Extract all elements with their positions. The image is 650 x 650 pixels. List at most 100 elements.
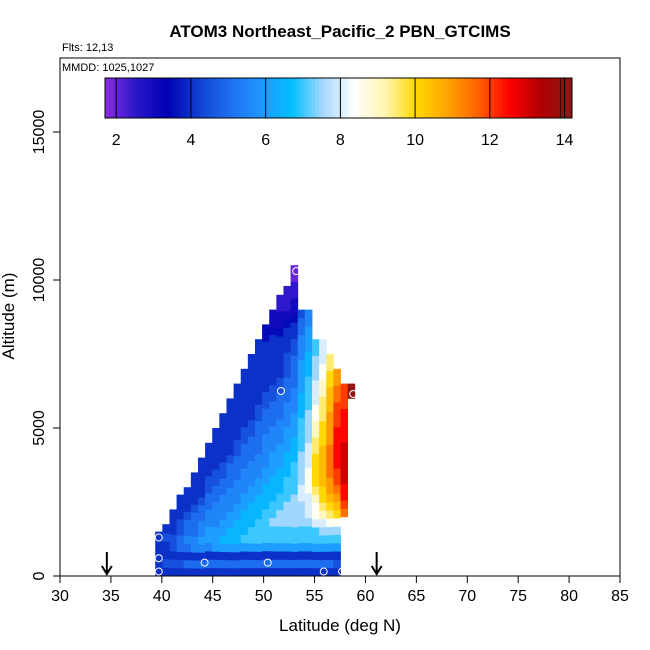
y-tick-label: 0 (31, 571, 48, 580)
colorbar-segment (544, 78, 550, 118)
flights-label: Flts: 12,13 (62, 42, 113, 54)
heatmap-cell (240, 368, 249, 378)
colorbar-tick-label: 12 (481, 132, 499, 149)
heatmap-cell (297, 492, 306, 502)
heatmap-cell (233, 439, 242, 449)
heatmap-cell (233, 543, 242, 553)
heatmap-cell (319, 502, 327, 512)
heatmap-cell (254, 518, 263, 528)
heatmap-cell (283, 385, 292, 395)
heatmap-cell (283, 418, 292, 428)
heatmap-cell (312, 478, 320, 487)
heatmap-cell (340, 383, 349, 393)
colorbar-segment (229, 78, 234, 118)
heatmap-cell (254, 551, 263, 561)
heatmap-cell (297, 326, 306, 335)
heatmap-cell (269, 342, 277, 352)
heatmap-cell (219, 502, 227, 512)
heatmap-cell (247, 559, 256, 569)
heatmap-cell (155, 549, 163, 559)
colorbar-segment (556, 78, 561, 118)
heatmap-cell (254, 396, 263, 405)
heatmap-cell (233, 463, 242, 473)
heatmap-cell (290, 559, 299, 569)
heatmap-cell (283, 335, 292, 345)
heatmap-cell (297, 501, 306, 510)
heatmap-cell (304, 492, 313, 502)
heatmap-cell (226, 559, 234, 569)
heatmap-cell (269, 551, 277, 560)
heatmap-cell (290, 535, 299, 544)
colorbar-segment (342, 78, 347, 118)
heatmap-cell (283, 285, 292, 295)
heatmap-cell (340, 458, 349, 468)
colorbar-segment (151, 78, 157, 118)
heatmap-cell (312, 494, 320, 503)
heatmap-cell (219, 437, 227, 447)
heatmap-cell (283, 426, 292, 436)
heatmap-cell (226, 527, 234, 537)
heatmap-cell (212, 551, 220, 560)
heatmap-cell (254, 535, 263, 544)
heatmap-cell (254, 355, 263, 365)
heatmap-cell (326, 403, 334, 412)
heatmap-cell (269, 392, 277, 402)
heatmap-cell (276, 443, 284, 453)
colorbar-segment (564, 78, 569, 118)
heatmap-cell (304, 334, 313, 344)
colorbar-segment (140, 78, 145, 118)
heatmap-cell (297, 434, 306, 444)
heatmap-cell (312, 461, 320, 471)
heatmap-cell (183, 551, 192, 561)
heatmap-cell (276, 344, 284, 354)
heatmap-cell (197, 536, 206, 545)
heatmap-cell (312, 396, 320, 405)
heatmap-cell (297, 567, 306, 577)
heatmap-cell (326, 477, 334, 486)
heatmap-cell (219, 543, 227, 552)
heatmap-cell (319, 469, 327, 479)
colorbar-segment (346, 78, 351, 118)
colorbar-frame (104, 77, 573, 119)
heatmap-cell (226, 567, 234, 577)
dates-label: MMDD: 1025,1027 (62, 62, 154, 74)
heatmap-cell (190, 528, 199, 537)
heatmap-cell (297, 384, 306, 394)
heatmap-cell (254, 469, 263, 479)
heatmap-cell (283, 327, 292, 337)
heatmap-cell (326, 510, 334, 519)
heatmap-cell (269, 517, 277, 527)
x-tick-label: 85 (611, 588, 629, 605)
heatmap-cell (290, 289, 299, 299)
heatmap-cell (283, 542, 292, 552)
heatmap-cell (176, 567, 185, 577)
colorbar-segment (280, 78, 285, 118)
heatmap-cell (176, 527, 185, 536)
heatmap-cell (283, 526, 292, 535)
heatmap-cell (290, 551, 299, 561)
heatmap-cell (333, 484, 341, 494)
colorbar-segment (256, 78, 262, 118)
heatmap-cell (226, 471, 234, 480)
heatmap-cell (197, 457, 206, 466)
heatmap-cell (297, 417, 306, 427)
heatmap-cell (233, 527, 242, 537)
heatmap-cell (233, 487, 242, 497)
heatmap-cell (340, 408, 349, 418)
heatmap-cell (254, 371, 263, 381)
heatmap-cell (290, 461, 299, 471)
heatmap-cell (247, 460, 256, 470)
colorbar-segment (385, 78, 390, 118)
colorbar-segment (206, 78, 211, 118)
heatmap-cell (312, 535, 320, 544)
colorbar-segment (381, 78, 386, 118)
heatmap-cell (283, 476, 292, 486)
heatmap-cell (319, 551, 327, 561)
colorbar-segment (143, 78, 149, 118)
heatmap-cell (240, 493, 249, 502)
heatmap-cell (183, 495, 192, 504)
heatmap-cell (254, 510, 263, 520)
heatmap-cell (226, 414, 234, 424)
heatmap-cell (212, 477, 220, 486)
colorbar-segment (517, 78, 522, 118)
